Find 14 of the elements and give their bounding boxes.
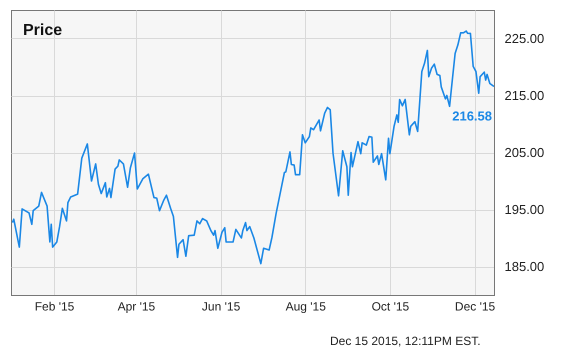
x-tick-label: Oct '15 (372, 300, 410, 314)
annotation: 216.58 (452, 108, 492, 124)
y-tick-label: 205.00 (504, 145, 544, 160)
x-tick-label: Apr '15 (118, 300, 156, 314)
text: Dec 15 2015, 12:11PM EST. (330, 334, 481, 348)
x-tick-label: Aug '15 (286, 300, 326, 314)
x-tick-label: Feb '15 (34, 300, 75, 314)
y-tick-label: 225.00 (504, 31, 544, 46)
y-tick-label: 215.00 (504, 88, 544, 103)
x-tick-label: Dec '15 (454, 300, 496, 314)
y-tick-label: 195.00 (504, 202, 544, 217)
text: Price (23, 22, 62, 39)
x-tick-label: Jun '15 (202, 300, 241, 314)
y-tick-label: 185.00 (504, 259, 544, 274)
